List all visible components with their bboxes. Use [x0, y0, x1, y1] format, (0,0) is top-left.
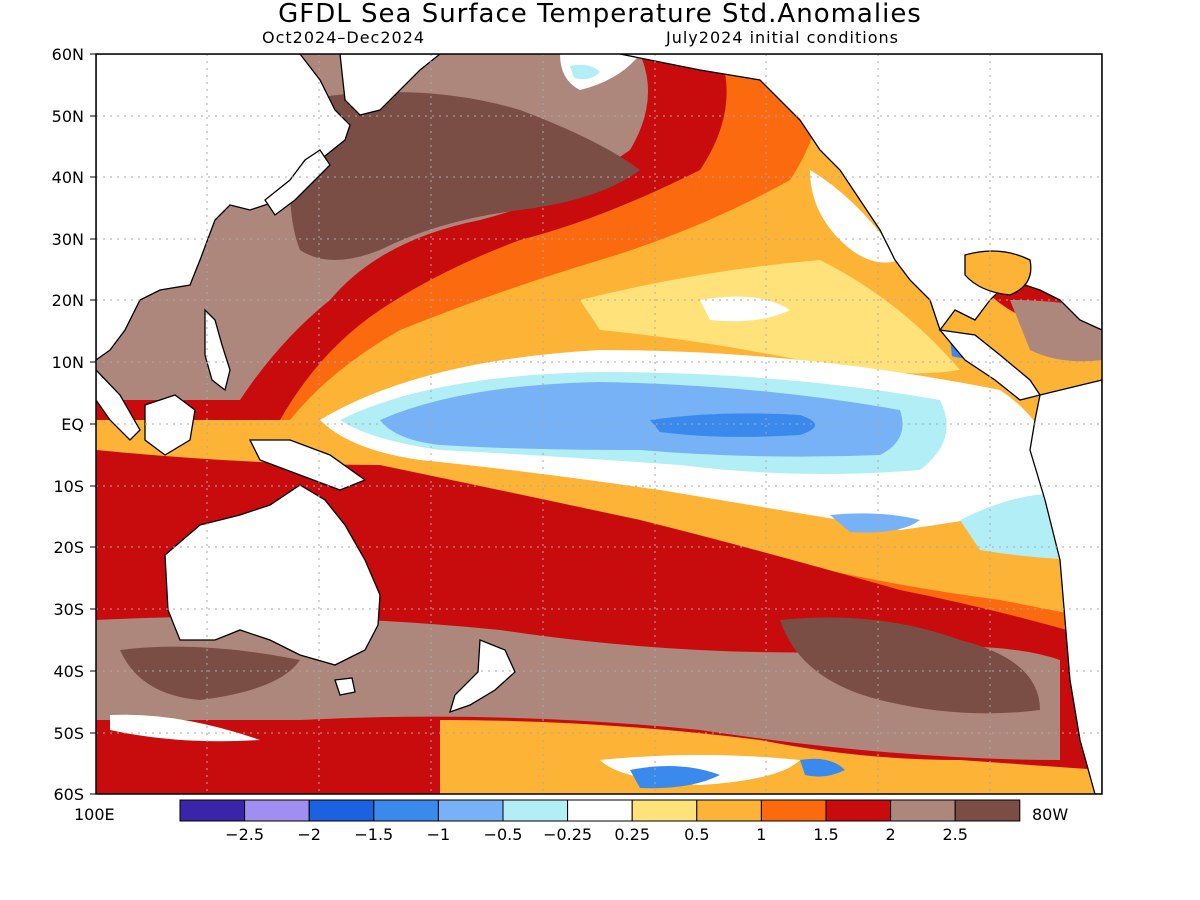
colorbar-level-label: 2.5 [942, 825, 967, 844]
forecast-period: Oct2024–Dec2024 [262, 28, 426, 47]
lat-label: 20S [53, 538, 84, 557]
lon-label-left: 100E [74, 805, 115, 824]
land-kamchatka [339, 54, 442, 116]
colorbar-level-label: −0.5 [484, 825, 523, 844]
colorbar-level-label: 0.5 [684, 825, 709, 844]
map-title: GFDL Sea Surface Temperature Std.Anomali… [278, 0, 922, 29]
land-south-america [1029, 379, 1102, 794]
colorbar-swatch [244, 799, 310, 822]
colorbar-level-label: −0.25 [543, 825, 592, 844]
colorbar-swatch [631, 799, 698, 822]
lat-label: 40S [53, 662, 84, 681]
anomaly-field [96, 54, 1102, 794]
colorbar-swatch [567, 799, 633, 822]
initial-conditions: July2024 initial conditions [666, 28, 899, 47]
land-australia [164, 484, 381, 666]
land-philippines [204, 308, 231, 392]
land-gulf-of-mexico [964, 250, 1032, 296]
lat-label: 50S [53, 724, 84, 743]
anomaly-southern-ocean-white-streak [110, 714, 260, 742]
anomaly-tasman-darkbrown [120, 646, 300, 700]
anomaly-north-blue-patch [570, 64, 600, 80]
land-new-zealand [449, 639, 516, 714]
lat-label: 60S [53, 785, 84, 804]
lat-label: EQ [61, 415, 84, 434]
anomaly-south-east-lightblue [830, 513, 920, 533]
colorbar-swatch [954, 799, 1021, 822]
land-tasmania [334, 677, 356, 696]
colorbar-swatch [179, 799, 246, 822]
colorbar-level-label: −2 [297, 825, 321, 844]
land-japan [264, 149, 331, 216]
lat-label: 50N [52, 107, 84, 126]
lat-label: 20N [52, 291, 84, 310]
colorbar-level-label: 0.25 [614, 825, 650, 844]
colorbar-swatch [760, 799, 827, 822]
lat-label: 60N [52, 45, 84, 64]
colorbar-level-label: −1.5 [354, 825, 393, 844]
colorbar-swatch [373, 799, 439, 822]
colorbar-level-label: −2.5 [225, 825, 264, 844]
colorbar-level-label: 2 [886, 825, 896, 844]
anomaly-southern-ocean-yellow [440, 720, 1102, 794]
lat-label: 30S [53, 600, 84, 619]
anomaly-kuroshio-darkbrown [290, 92, 640, 260]
land-borneo [144, 394, 196, 456]
land [96, 54, 1102, 794]
lat-label: 10N [52, 353, 84, 372]
lat-label: 30N [52, 230, 84, 249]
anomaly-southern-ocean-blue [630, 766, 720, 789]
anomaly-california-white [810, 170, 900, 263]
anomaly-hawaii-white [700, 296, 790, 322]
lat-label: 40N [52, 168, 84, 187]
anomaly-equator-lightblue [380, 382, 903, 457]
land-new-guinea [248, 439, 367, 491]
lon-label-right: 80W [1032, 805, 1068, 824]
colorbar-swatch [308, 799, 375, 822]
colorbar-swatch [696, 799, 762, 822]
colorbar-swatch [437, 799, 504, 822]
colorbar: −2.5 −2 −1.5 −1 −0.5 −0.25 0.25 0.5 1 1.5 2 2.5 [179, 799, 1021, 844]
lat-labels: 60N 50N 40N 30N 20N 10N EQ 10S 20S 30S 4… [52, 45, 84, 804]
land-sumatra [96, 369, 141, 441]
colorbar-swatch [825, 799, 892, 822]
anomaly-south-darkbrown [780, 617, 1040, 714]
graticule [96, 54, 1102, 794]
lat-ticks [90, 53, 96, 795]
anomaly-equator-blue [650, 413, 815, 437]
land-asia [96, 54, 351, 361]
colorbar-level-label: −1 [427, 825, 451, 844]
colorbar-level-label: 1 [756, 825, 766, 844]
anomaly-southern-ocean-blue-2 [800, 758, 845, 777]
lat-label: 10S [53, 477, 84, 496]
colorbar-swatch [502, 799, 569, 822]
colorbar-swatch [890, 799, 956, 822]
colorbar-level-label: 1.5 [813, 825, 838, 844]
